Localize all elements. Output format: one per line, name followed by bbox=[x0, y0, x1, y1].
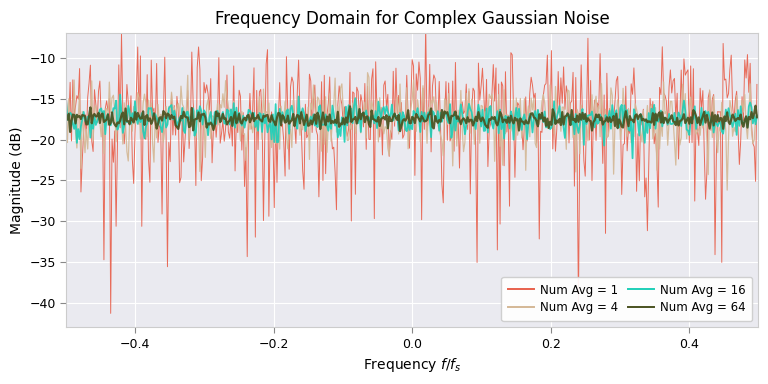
Num Avg = 64 bbox=[753, 115, 762, 119]
Num Avg = 64 bbox=[293, 113, 302, 117]
Y-axis label: Magnitude (dB): Magnitude (dB) bbox=[10, 127, 24, 234]
Num Avg = 1 bbox=[106, 311, 115, 316]
Num Avg = 4 bbox=[291, 121, 300, 126]
Num Avg = 64 bbox=[680, 112, 689, 116]
Num Avg = 64 bbox=[367, 108, 376, 113]
Num Avg = 4 bbox=[367, 99, 376, 104]
Line: Num Avg = 1: Num Avg = 1 bbox=[66, 25, 757, 313]
Num Avg = 4 bbox=[680, 111, 689, 116]
Num Avg = 16 bbox=[61, 98, 71, 102]
Line: Num Avg = 4: Num Avg = 4 bbox=[66, 73, 757, 190]
Num Avg = 64 bbox=[61, 114, 71, 119]
Num Avg = 1 bbox=[61, 87, 71, 92]
Num Avg = 1 bbox=[161, 136, 170, 140]
Num Avg = 16 bbox=[367, 115, 376, 119]
Num Avg = 64 bbox=[751, 103, 760, 108]
Num Avg = 64 bbox=[76, 117, 85, 121]
Num Avg = 1 bbox=[293, 91, 302, 96]
Num Avg = 16 bbox=[115, 93, 124, 97]
X-axis label: Frequency $f/f_s$: Frequency $f/f_s$ bbox=[362, 356, 462, 374]
Num Avg = 64 bbox=[161, 116, 170, 121]
Num Avg = 4 bbox=[363, 70, 372, 75]
Num Avg = 64 bbox=[65, 130, 74, 134]
Line: Num Avg = 64: Num Avg = 64 bbox=[66, 106, 757, 132]
Num Avg = 4 bbox=[723, 188, 732, 192]
Num Avg = 16 bbox=[680, 108, 690, 113]
Num Avg = 1 bbox=[680, 73, 690, 78]
Num Avg = 1 bbox=[75, 66, 84, 71]
Num Avg = 16 bbox=[75, 137, 84, 141]
Title: Frequency Domain for Complex Gaussian Noise: Frequency Domain for Complex Gaussian No… bbox=[215, 10, 610, 28]
Legend: Num Avg = 1, Num Avg = 4, Num Avg = 16, Num Avg = 64: Num Avg = 1, Num Avg = 4, Num Avg = 16, … bbox=[502, 276, 753, 321]
Num Avg = 1 bbox=[753, 82, 762, 87]
Num Avg = 4 bbox=[628, 132, 637, 137]
Num Avg = 16 bbox=[293, 126, 302, 131]
Num Avg = 64 bbox=[628, 118, 637, 122]
Num Avg = 1 bbox=[367, 77, 376, 81]
Num Avg = 4 bbox=[75, 91, 84, 96]
Line: Num Avg = 16: Num Avg = 16 bbox=[66, 95, 757, 158]
Num Avg = 16 bbox=[629, 107, 638, 112]
Num Avg = 16 bbox=[161, 125, 170, 130]
Num Avg = 4 bbox=[61, 113, 71, 118]
Num Avg = 1 bbox=[421, 23, 430, 27]
Num Avg = 1 bbox=[629, 66, 638, 70]
Num Avg = 16 bbox=[628, 156, 637, 161]
Num Avg = 16 bbox=[753, 113, 762, 118]
Num Avg = 4 bbox=[753, 113, 762, 117]
Num Avg = 4 bbox=[161, 127, 170, 132]
